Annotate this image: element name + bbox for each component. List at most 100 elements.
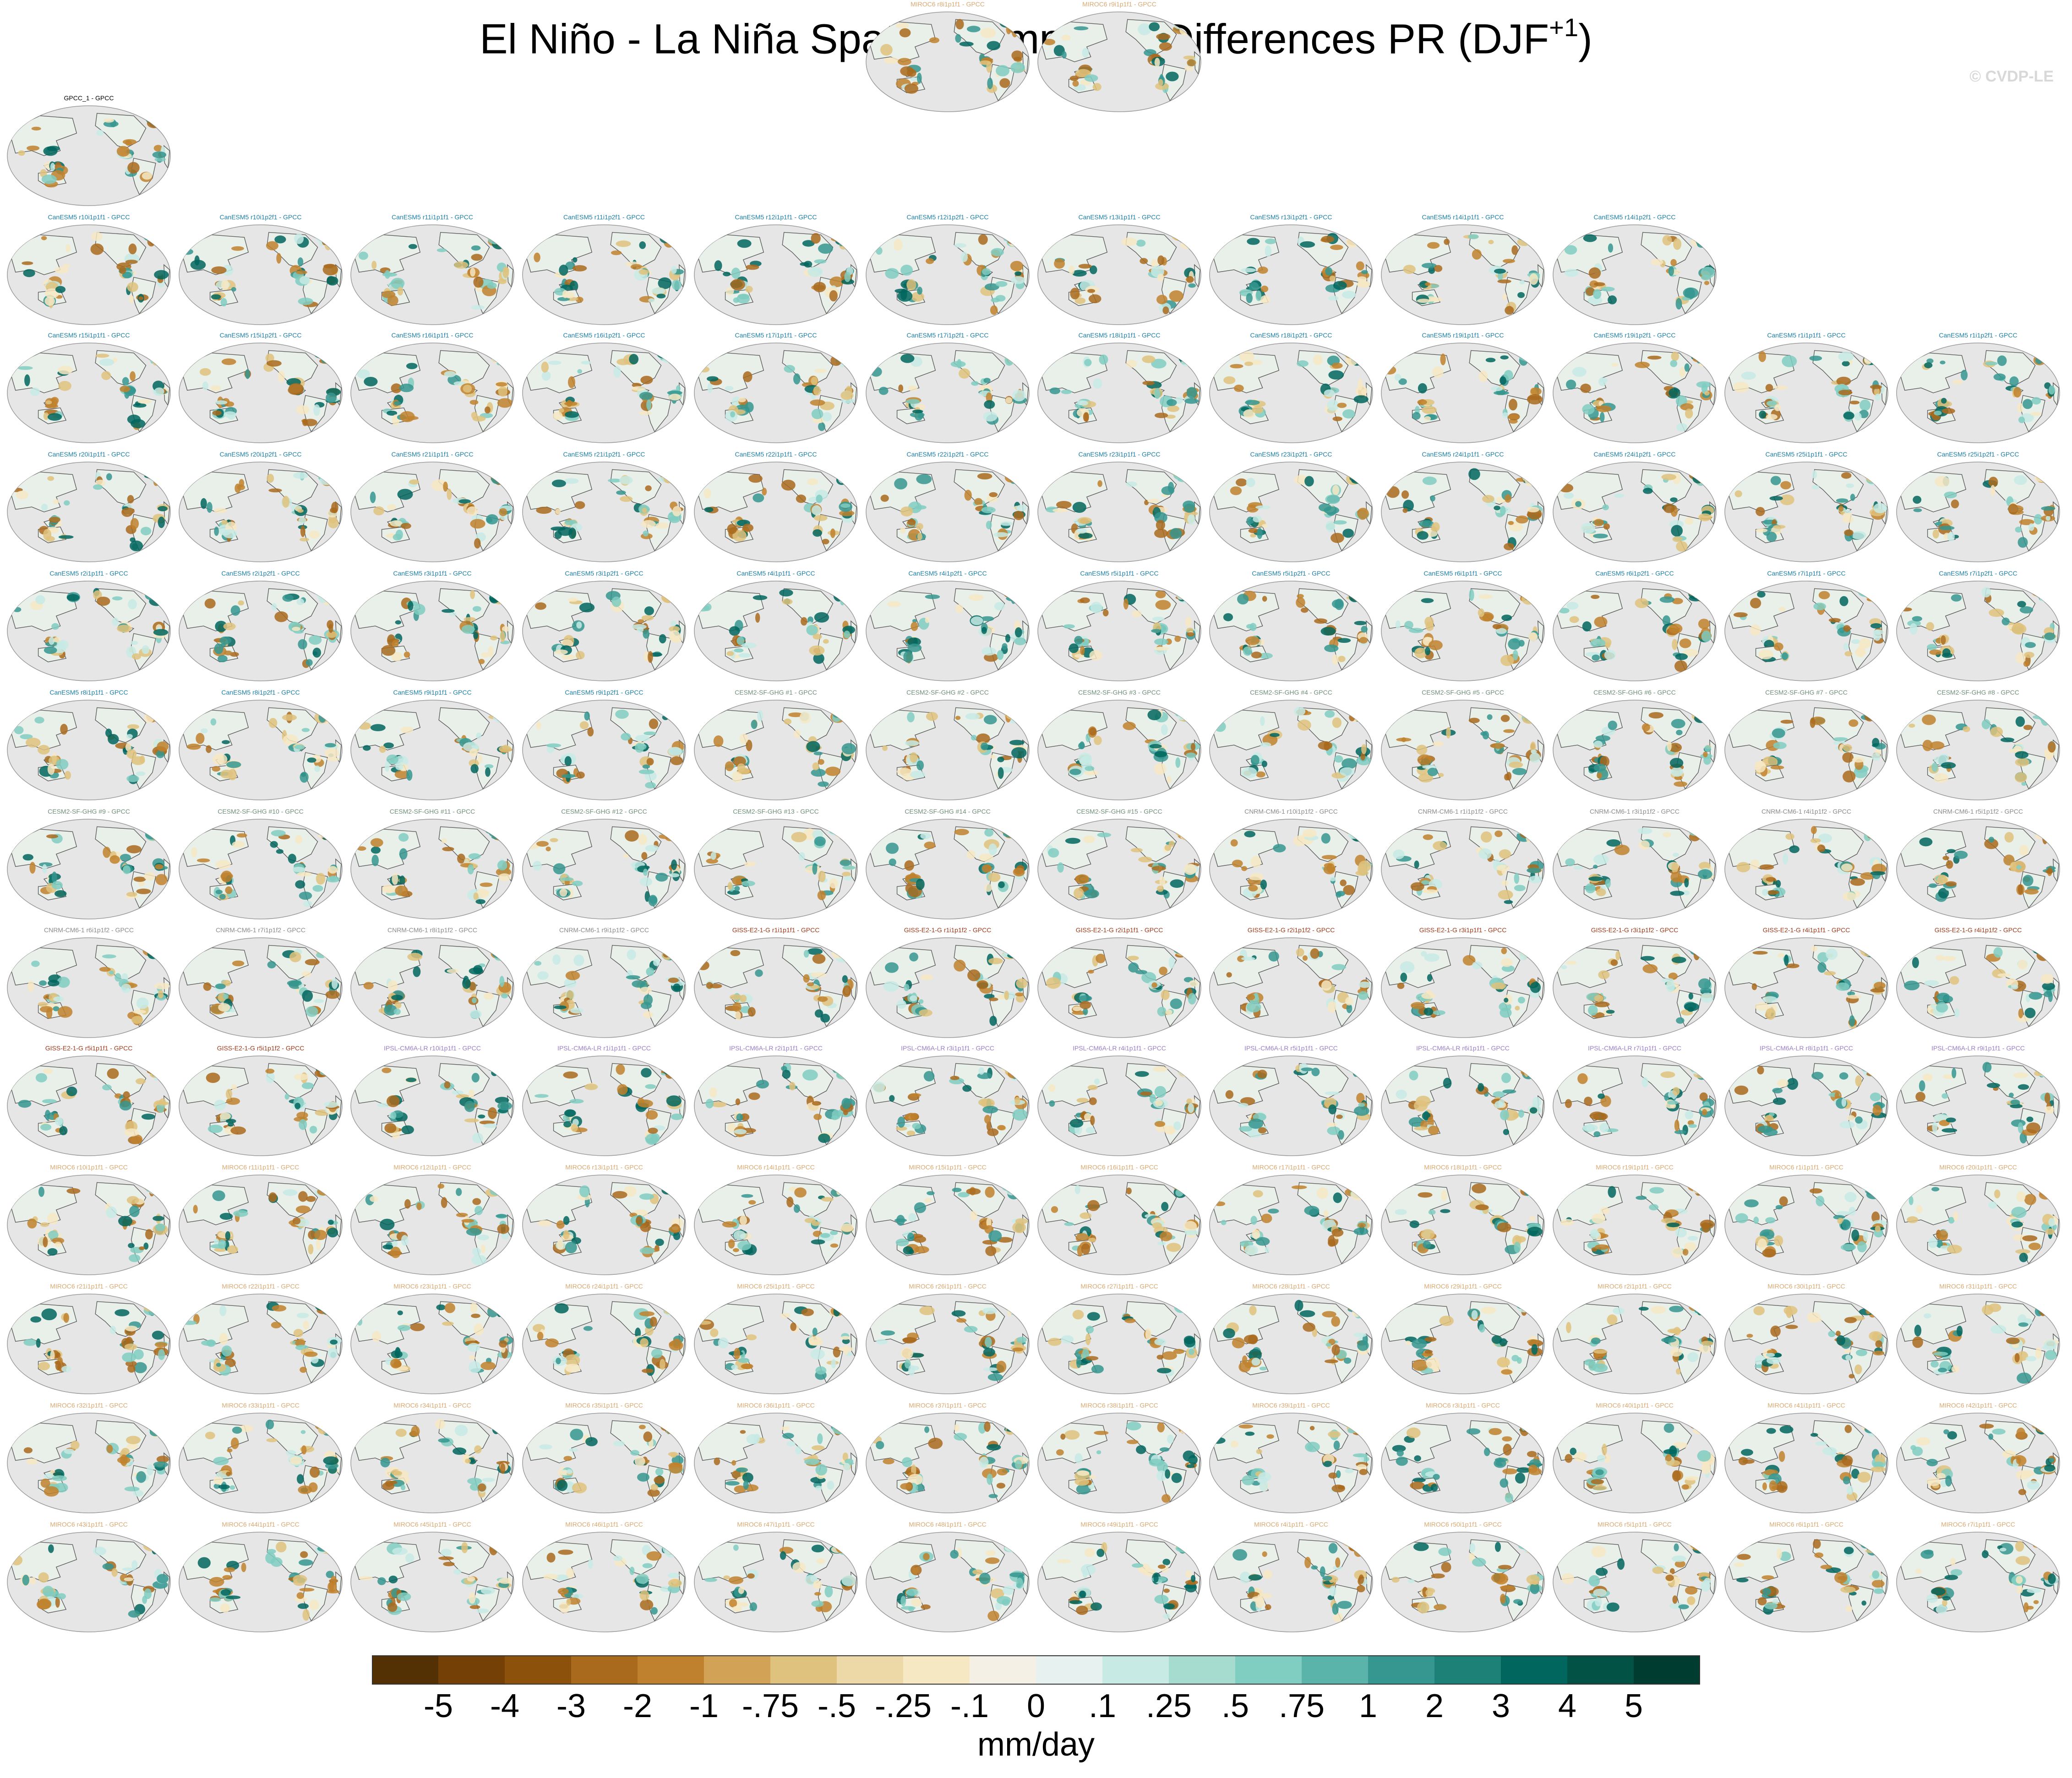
map-anomaly [1496,628,1507,634]
map-anomaly [312,647,321,658]
map-anomaly [1670,259,1677,266]
map-anomaly [155,874,168,886]
map-anomaly [1940,360,1946,364]
map-anomaly [878,386,889,395]
map-anomaly [484,992,494,1000]
map-land [1526,230,1541,243]
map-anomaly [1663,832,1671,837]
map-anomaly [473,965,483,974]
panel-label: GISS-E2-1-G r2i1p1f1 - GPCC [1075,926,1163,934]
panel-label: CanESM5 r8i1p2f1 - GPCC [221,689,300,696]
map-anomaly [1223,613,1233,621]
map-anomaly [218,1003,230,1012]
map-anomaly [1430,527,1438,531]
map-anomaly [830,355,842,366]
map-panel: CanESM5 r11i1p2f1 - GPCC [521,213,687,327]
map-anomaly [894,239,903,251]
map-anomaly [1247,238,1260,245]
map-anomaly [1010,472,1024,480]
map-anomaly [17,366,33,370]
map-anomaly [1094,735,1102,745]
map-anomaly [1871,827,1879,839]
map-anomaly [211,294,221,299]
map-anomaly [900,506,913,517]
map-anomaly [491,474,504,484]
map-anomaly [152,354,166,359]
map-anomaly [1418,383,1427,394]
map-anomaly [1704,391,1710,396]
map-anomaly [836,475,847,485]
map-anomaly [1416,648,1422,653]
map-anomaly [1332,654,1339,665]
map-anomaly [1494,830,1503,837]
map-anomaly [128,243,137,255]
map-anomaly [807,948,823,955]
map-anomaly [733,297,740,303]
map-anomaly [1525,476,1534,486]
map-anomaly [977,473,992,480]
map-anomaly [1866,598,1879,602]
map-anomaly [1860,468,1872,478]
map-anomaly [1810,717,1816,728]
map-anomaly [1353,395,1369,403]
map-anomaly [1990,485,1996,496]
map-anomaly [1488,239,1494,245]
map-anomaly [213,508,227,514]
map-globe [179,343,343,443]
map-anomaly [2035,589,2042,596]
map-anomaly [1704,281,1710,285]
map-anomaly [1843,625,1851,632]
map-anomaly [1941,635,1946,645]
map-anomaly [1941,397,1947,404]
map-anomaly [818,781,829,787]
map-anomaly [981,647,997,656]
map-anomaly [1155,600,1171,610]
map-anomaly [1397,983,1405,989]
map-anomaly [1327,400,1339,411]
map-panel: CanESM5 r6i1p2f1 - GPCC [1551,569,1718,684]
map-anomaly [237,484,245,490]
map-anomaly [322,264,338,276]
map-anomaly [1230,364,1243,369]
map-anomaly [986,392,992,403]
map-anomaly [814,836,826,846]
map-anomaly [30,387,40,396]
map-anomaly [1334,598,1344,610]
map-anomaly [1125,481,1137,487]
map-anomaly [965,713,980,720]
map-anomaly [323,947,330,959]
map-anomaly [400,523,411,529]
map-globe [1381,819,1545,919]
map-anomaly [1492,624,1501,629]
map-anomaly [1332,717,1342,728]
map-anomaly [1147,709,1161,720]
map-anomaly [1503,729,1515,733]
map-anomaly [322,236,332,244]
map-anomaly [800,262,809,266]
map-anomaly [817,890,826,900]
map-anomaly [1581,522,1596,534]
map-anomaly [840,356,845,368]
map-anomaly [1859,638,1871,649]
map-anomaly [1935,476,1950,487]
map-globe [1553,343,1717,443]
panel-label: CESM2-SF-GHG #6 - GPCC [1593,689,1676,696]
map-anomaly [1838,506,1844,512]
map-anomaly [666,234,678,245]
map-land [1869,348,1885,361]
map-anomaly [497,398,513,408]
map-anomaly [658,834,672,839]
map-anomaly [1509,761,1523,768]
map-anomaly [1519,950,1528,961]
panel-label: CNRM-CM6-1 r5i1p1f2 - GPCC [1933,808,2023,815]
map-land [1039,591,1108,631]
map-anomaly [1260,285,1269,293]
map-anomaly [926,258,934,264]
map-anomaly [50,397,59,404]
map-anomaly [371,854,379,866]
map-anomaly [267,961,276,968]
map-land [152,706,167,718]
map-anomaly [495,949,505,955]
map-anomaly [1606,1010,1615,1014]
map-globe [1724,937,1888,1038]
